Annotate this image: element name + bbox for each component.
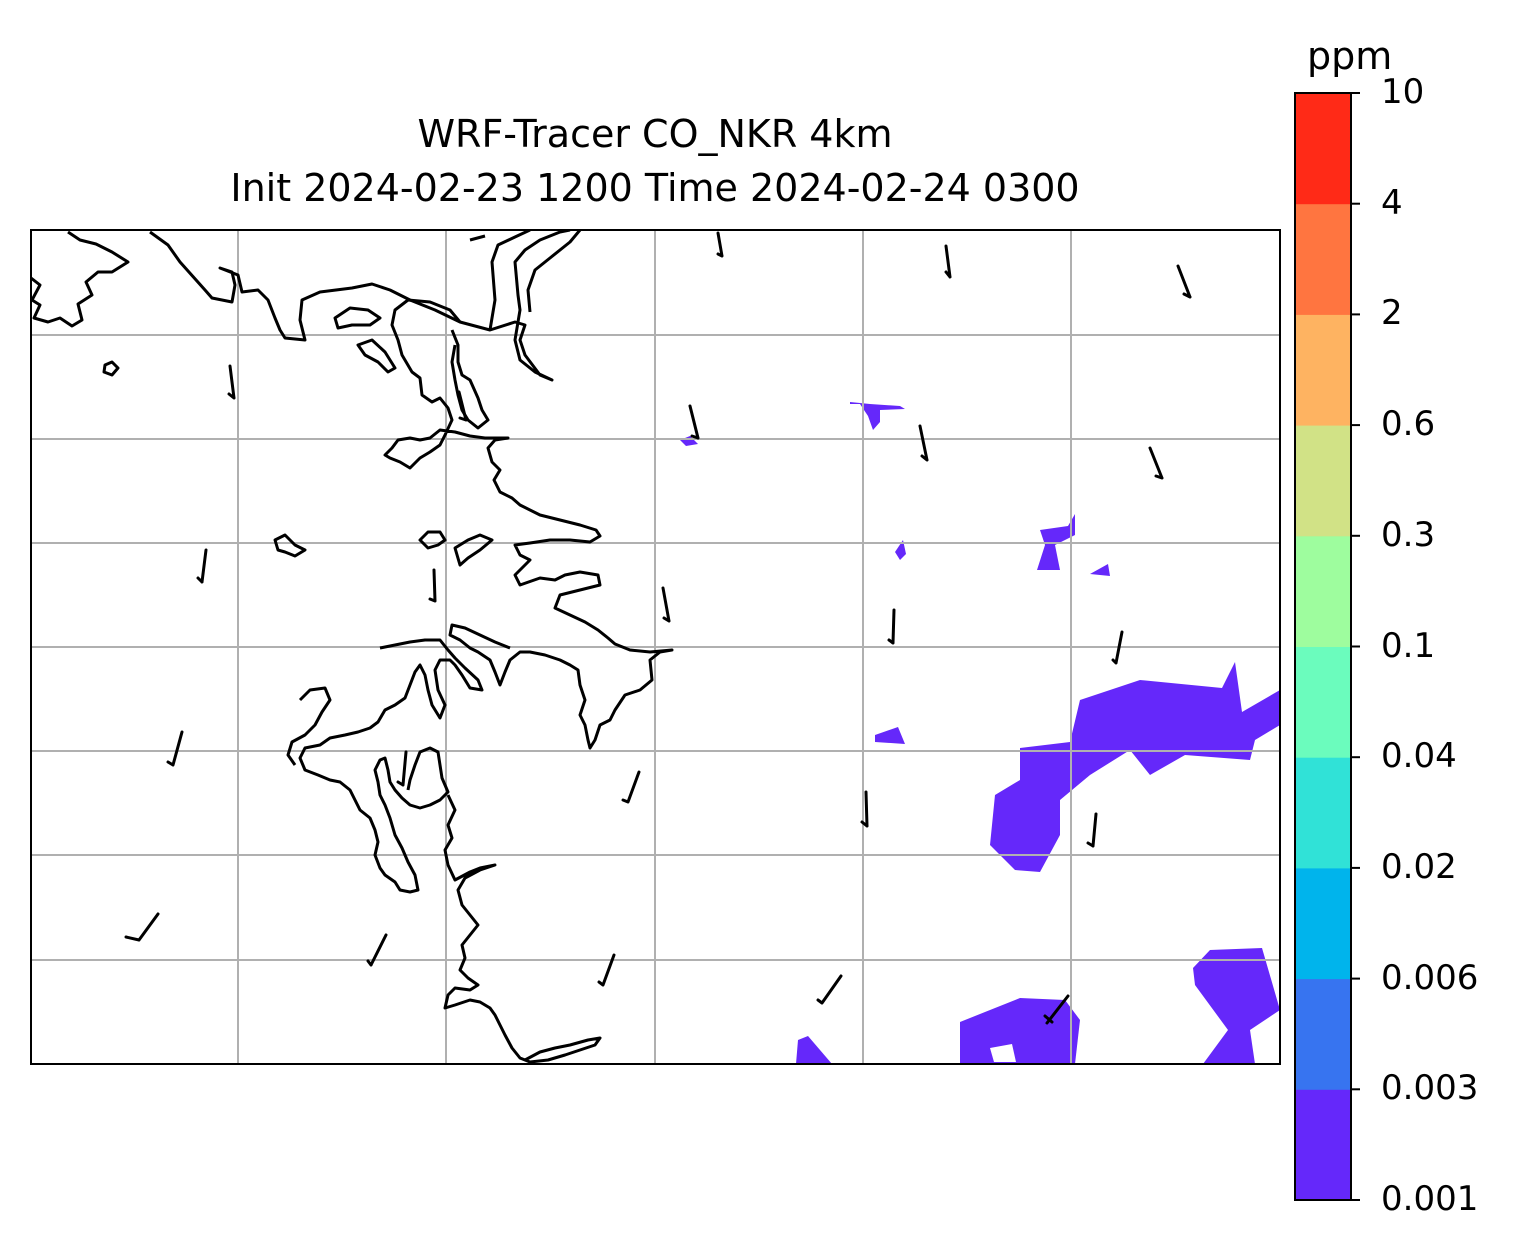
coastline-north-b: [149, 230, 571, 382]
island-lake-b: [356, 338, 397, 374]
colorbar-tick-label: 0.3: [1381, 514, 1436, 555]
wind-barb: [860, 790, 869, 828]
plot-title-line1: WRF-Tracer CO_NKR 4km: [417, 112, 893, 156]
colorbar-segment: [1295, 203, 1351, 315]
wind-barb: [124, 912, 160, 942]
wind-barb: [396, 750, 408, 787]
colorbar-tick-label: 4: [1381, 182, 1403, 223]
wind-barb: [428, 568, 437, 603]
map-frame: [30, 229, 1281, 1065]
wind-barb: [1148, 446, 1164, 480]
tracer-region-central: [875, 727, 905, 744]
coastline-inlet: [488, 230, 531, 331]
coastline-inlet-b: [526, 230, 582, 313]
tracer-region-south-east: [1193, 948, 1280, 1064]
colorbar: [1294, 92, 1360, 1201]
colorbar-tick-label: 0.02: [1381, 846, 1457, 887]
tracer-region-south-small: [796, 1036, 832, 1064]
plot-title-line2: Init 2024-02-23 1200 Time 2024-02-24 030…: [230, 166, 1080, 210]
colorbar-tick-label: 10: [1381, 72, 1425, 112]
colorbar-segment: [1295, 535, 1351, 647]
tracer-region-east: [990, 662, 1280, 872]
colorbar-unit-label: ppm: [1307, 34, 1393, 78]
tracer-region-south: [960, 998, 1080, 1064]
colorbar-segment: [1295, 978, 1351, 1090]
colorbar-tick-label: 0.003: [1381, 1068, 1479, 1109]
wind-barb: [1176, 264, 1192, 299]
wind-barb: [688, 404, 700, 440]
wind-barb: [944, 244, 952, 279]
colorbar-segment: [1295, 757, 1351, 869]
wind-barb: [621, 770, 641, 804]
coastline-river: [383, 298, 674, 750]
colorbar-tick-label: 0.006: [1381, 957, 1479, 998]
island-lake: [333, 306, 382, 330]
coastline-delta: [298, 638, 484, 894]
colorbar-segment: [1295, 425, 1351, 537]
tracer-contour-fill: [680, 402, 1280, 1064]
tracer-hole: [990, 1044, 1016, 1062]
coastline-delta-b: [286, 686, 332, 766]
wind-barb: [1086, 812, 1098, 848]
wind-barb: [227, 364, 236, 400]
colorbar-segment: [1295, 93, 1351, 205]
colorbar-tick-label: 0.6: [1381, 404, 1436, 445]
colorbar-tick-label: 0.1: [1381, 625, 1436, 666]
colorbar-segment: [1295, 314, 1351, 426]
wind-barb: [366, 933, 388, 967]
coastlines: [31, 230, 674, 1064]
wind-barb: [1111, 630, 1124, 665]
island-west: [102, 360, 120, 377]
wind-barb: [887, 608, 896, 645]
wind-barb: [816, 974, 843, 1005]
colorbar-tick-label: 2: [1381, 293, 1403, 334]
wind-barb: [716, 231, 724, 258]
island-sm2: [418, 530, 447, 550]
colorbar-segment: [1295, 1089, 1351, 1201]
tracer-region-mid-small2: [895, 540, 906, 560]
colorbar-tick-label: 0.04: [1381, 736, 1457, 777]
wind-barb: [196, 548, 208, 584]
wind-barb: [457, 390, 468, 422]
wind-barb: [661, 586, 671, 623]
colorbar-tick-label: 0.001: [1381, 1179, 1479, 1219]
colorbar-segment: [1295, 867, 1351, 980]
coastline-south: [443, 794, 602, 1064]
map-gridlines: [31, 230, 1280, 1064]
island-sm3: [469, 234, 486, 242]
wind-barbs: [124, 231, 1192, 1025]
island-sm1: [273, 533, 307, 558]
wind-barb: [918, 424, 929, 462]
map-area: [31, 230, 1280, 1064]
tracer-region-mid-small: [1090, 564, 1110, 576]
island-sm4: [453, 533, 494, 567]
coastline-river-b: [450, 329, 490, 430]
wind-barb: [1043, 994, 1070, 1025]
colorbar-segment: [1295, 646, 1351, 758]
wind-barb: [597, 953, 616, 987]
tracer-region-north: [850, 402, 905, 430]
wind-barb: [166, 730, 184, 767]
coastline-north: [31, 230, 130, 328]
